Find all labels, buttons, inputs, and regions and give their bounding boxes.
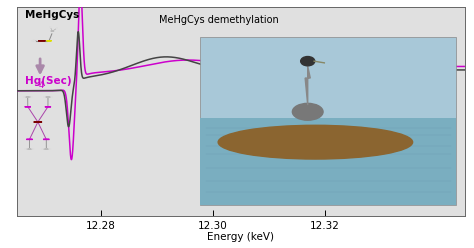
Text: MeHgCys: MeHgCys (25, 10, 79, 20)
X-axis label: Energy (keV): Energy (keV) (207, 232, 274, 242)
Polygon shape (305, 66, 310, 105)
Ellipse shape (292, 103, 323, 120)
Ellipse shape (218, 125, 413, 159)
Text: Hg(Sec): Hg(Sec) (25, 76, 72, 86)
Ellipse shape (301, 57, 315, 66)
Text: 4: 4 (39, 81, 44, 90)
FancyBboxPatch shape (200, 37, 456, 205)
Text: MeHgCys demethylation: MeHgCys demethylation (159, 15, 279, 25)
FancyBboxPatch shape (200, 118, 456, 205)
